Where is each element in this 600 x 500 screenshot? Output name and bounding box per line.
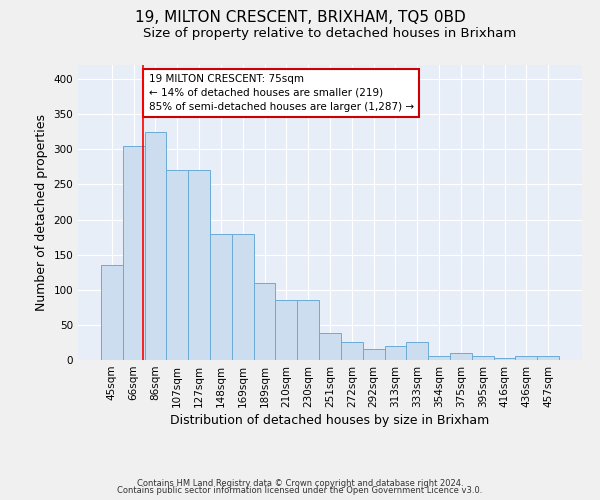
Text: Contains HM Land Registry data © Crown copyright and database right 2024.: Contains HM Land Registry data © Crown c… xyxy=(137,478,463,488)
Bar xyxy=(319,334,341,360)
Bar xyxy=(232,234,254,360)
Bar xyxy=(188,170,210,360)
Bar xyxy=(428,356,450,360)
Text: Contains public sector information licensed under the Open Government Licence v3: Contains public sector information licen… xyxy=(118,486,482,495)
Bar xyxy=(123,146,145,360)
Bar xyxy=(537,356,559,360)
Bar xyxy=(450,353,472,360)
Bar xyxy=(385,346,406,360)
Bar xyxy=(145,132,166,360)
Bar xyxy=(254,282,275,360)
Y-axis label: Number of detached properties: Number of detached properties xyxy=(35,114,48,311)
Bar xyxy=(363,350,385,360)
Bar xyxy=(166,170,188,360)
Bar xyxy=(515,356,537,360)
Bar xyxy=(297,300,319,360)
Text: 19, MILTON CRESCENT, BRIXHAM, TQ5 0BD: 19, MILTON CRESCENT, BRIXHAM, TQ5 0BD xyxy=(134,10,466,25)
X-axis label: Distribution of detached houses by size in Brixham: Distribution of detached houses by size … xyxy=(170,414,490,427)
Bar xyxy=(275,300,297,360)
Bar xyxy=(101,265,123,360)
Bar xyxy=(494,358,515,360)
Bar xyxy=(341,342,363,360)
Bar xyxy=(472,356,494,360)
Title: Size of property relative to detached houses in Brixham: Size of property relative to detached ho… xyxy=(143,27,517,40)
Text: 19 MILTON CRESCENT: 75sqm
← 14% of detached houses are smaller (219)
85% of semi: 19 MILTON CRESCENT: 75sqm ← 14% of detac… xyxy=(149,74,413,112)
Bar xyxy=(406,342,428,360)
Bar xyxy=(210,234,232,360)
